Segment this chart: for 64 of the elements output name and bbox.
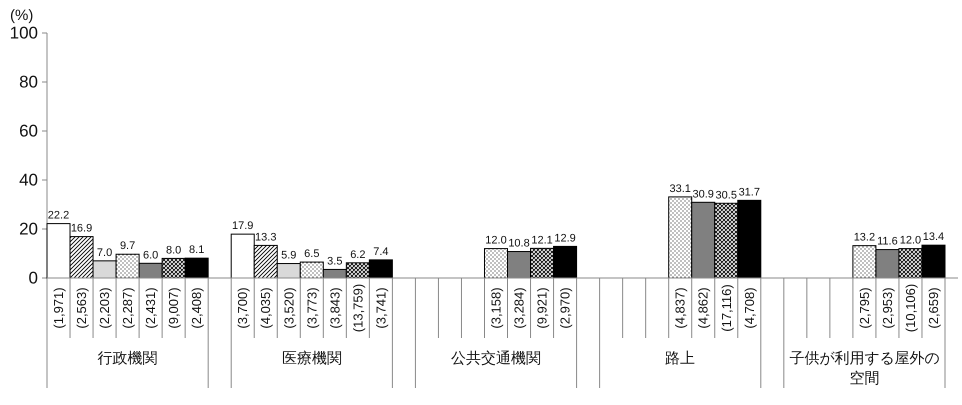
data-label: 6.2: [350, 248, 366, 261]
text: (4,708): [742, 287, 757, 329]
text: (3,843): [327, 287, 342, 329]
data-label: 12.0: [900, 234, 922, 247]
data-label: 11.6: [877, 236, 898, 248]
data-label: 17.9: [232, 220, 254, 232]
data-label: 31.7: [738, 186, 760, 198]
y-tick-label: 0: [28, 268, 38, 288]
text: (2,659): [926, 287, 941, 329]
text: (3,700): [235, 287, 250, 329]
data-label: 12.9: [554, 232, 576, 244]
text: (3,741): [373, 287, 388, 329]
y-tick-label: 80: [19, 72, 38, 92]
data-label: 7.4: [373, 246, 389, 258]
y-axis-title: (%): [10, 7, 34, 24]
text: (3,520): [281, 287, 296, 329]
data-label: 8.0: [166, 244, 182, 256]
data-label: 12.1: [531, 234, 553, 246]
data-label: 13.4: [922, 231, 944, 244]
text: (9,921): [534, 287, 550, 329]
y-tick-label: 100: [10, 24, 38, 42]
y-tick-label: 40: [19, 170, 38, 190]
data-label: 9.7: [120, 240, 136, 252]
data-label: 12.0: [485, 234, 507, 247]
data-label: 8.1: [189, 244, 204, 256]
text: (9,007): [166, 287, 182, 329]
text: (2,563): [74, 287, 90, 329]
text: (2,953): [880, 287, 895, 329]
data-label: 10.8: [508, 238, 530, 250]
x-tick-label: 公共交通機関: [451, 350, 541, 367]
data-label: 7.0: [96, 246, 112, 259]
text: (3,158): [488, 287, 504, 329]
data-label: 6.5: [304, 248, 320, 260]
data-label: 5.9: [281, 250, 296, 262]
text: (2,795): [856, 287, 872, 329]
x-tick-label: 路上: [665, 350, 696, 367]
text: (13,759): [350, 284, 366, 332]
data-label: 30.5: [716, 189, 737, 202]
text: (4,862): [696, 287, 711, 329]
y-tick-label: 20: [19, 220, 38, 238]
data-label: 13.2: [854, 232, 876, 244]
text: (3,773): [304, 287, 320, 329]
data-label: 30.9: [692, 188, 714, 200]
text: (2,203): [97, 287, 112, 329]
text: (2,287): [120, 287, 136, 329]
data-label: 22.2: [48, 210, 70, 222]
data-label: 13.3: [255, 231, 276, 244]
data-label: 16.9: [70, 222, 92, 235]
data-label: 6.0: [142, 249, 158, 262]
text: (2,970): [558, 287, 573, 329]
text: (4,837): [672, 287, 688, 329]
text: (2,431): [143, 287, 158, 329]
x-tick-label: 医療機関: [282, 350, 342, 367]
x-tick-label: 子供が利用する屋外の空間: [789, 350, 940, 387]
text: (10,106): [902, 284, 918, 332]
text: (2,408): [189, 287, 204, 329]
x-tick-label: 行政機関: [98, 350, 158, 367]
text: (3,284): [512, 287, 527, 329]
data-label: 3.5: [327, 255, 342, 268]
text: (4,035): [258, 287, 274, 329]
y-tick-label: 60: [19, 122, 38, 140]
text: (17,116): [718, 284, 734, 332]
text: (1,971): [51, 287, 66, 329]
data-label: 33.1: [669, 182, 691, 195]
